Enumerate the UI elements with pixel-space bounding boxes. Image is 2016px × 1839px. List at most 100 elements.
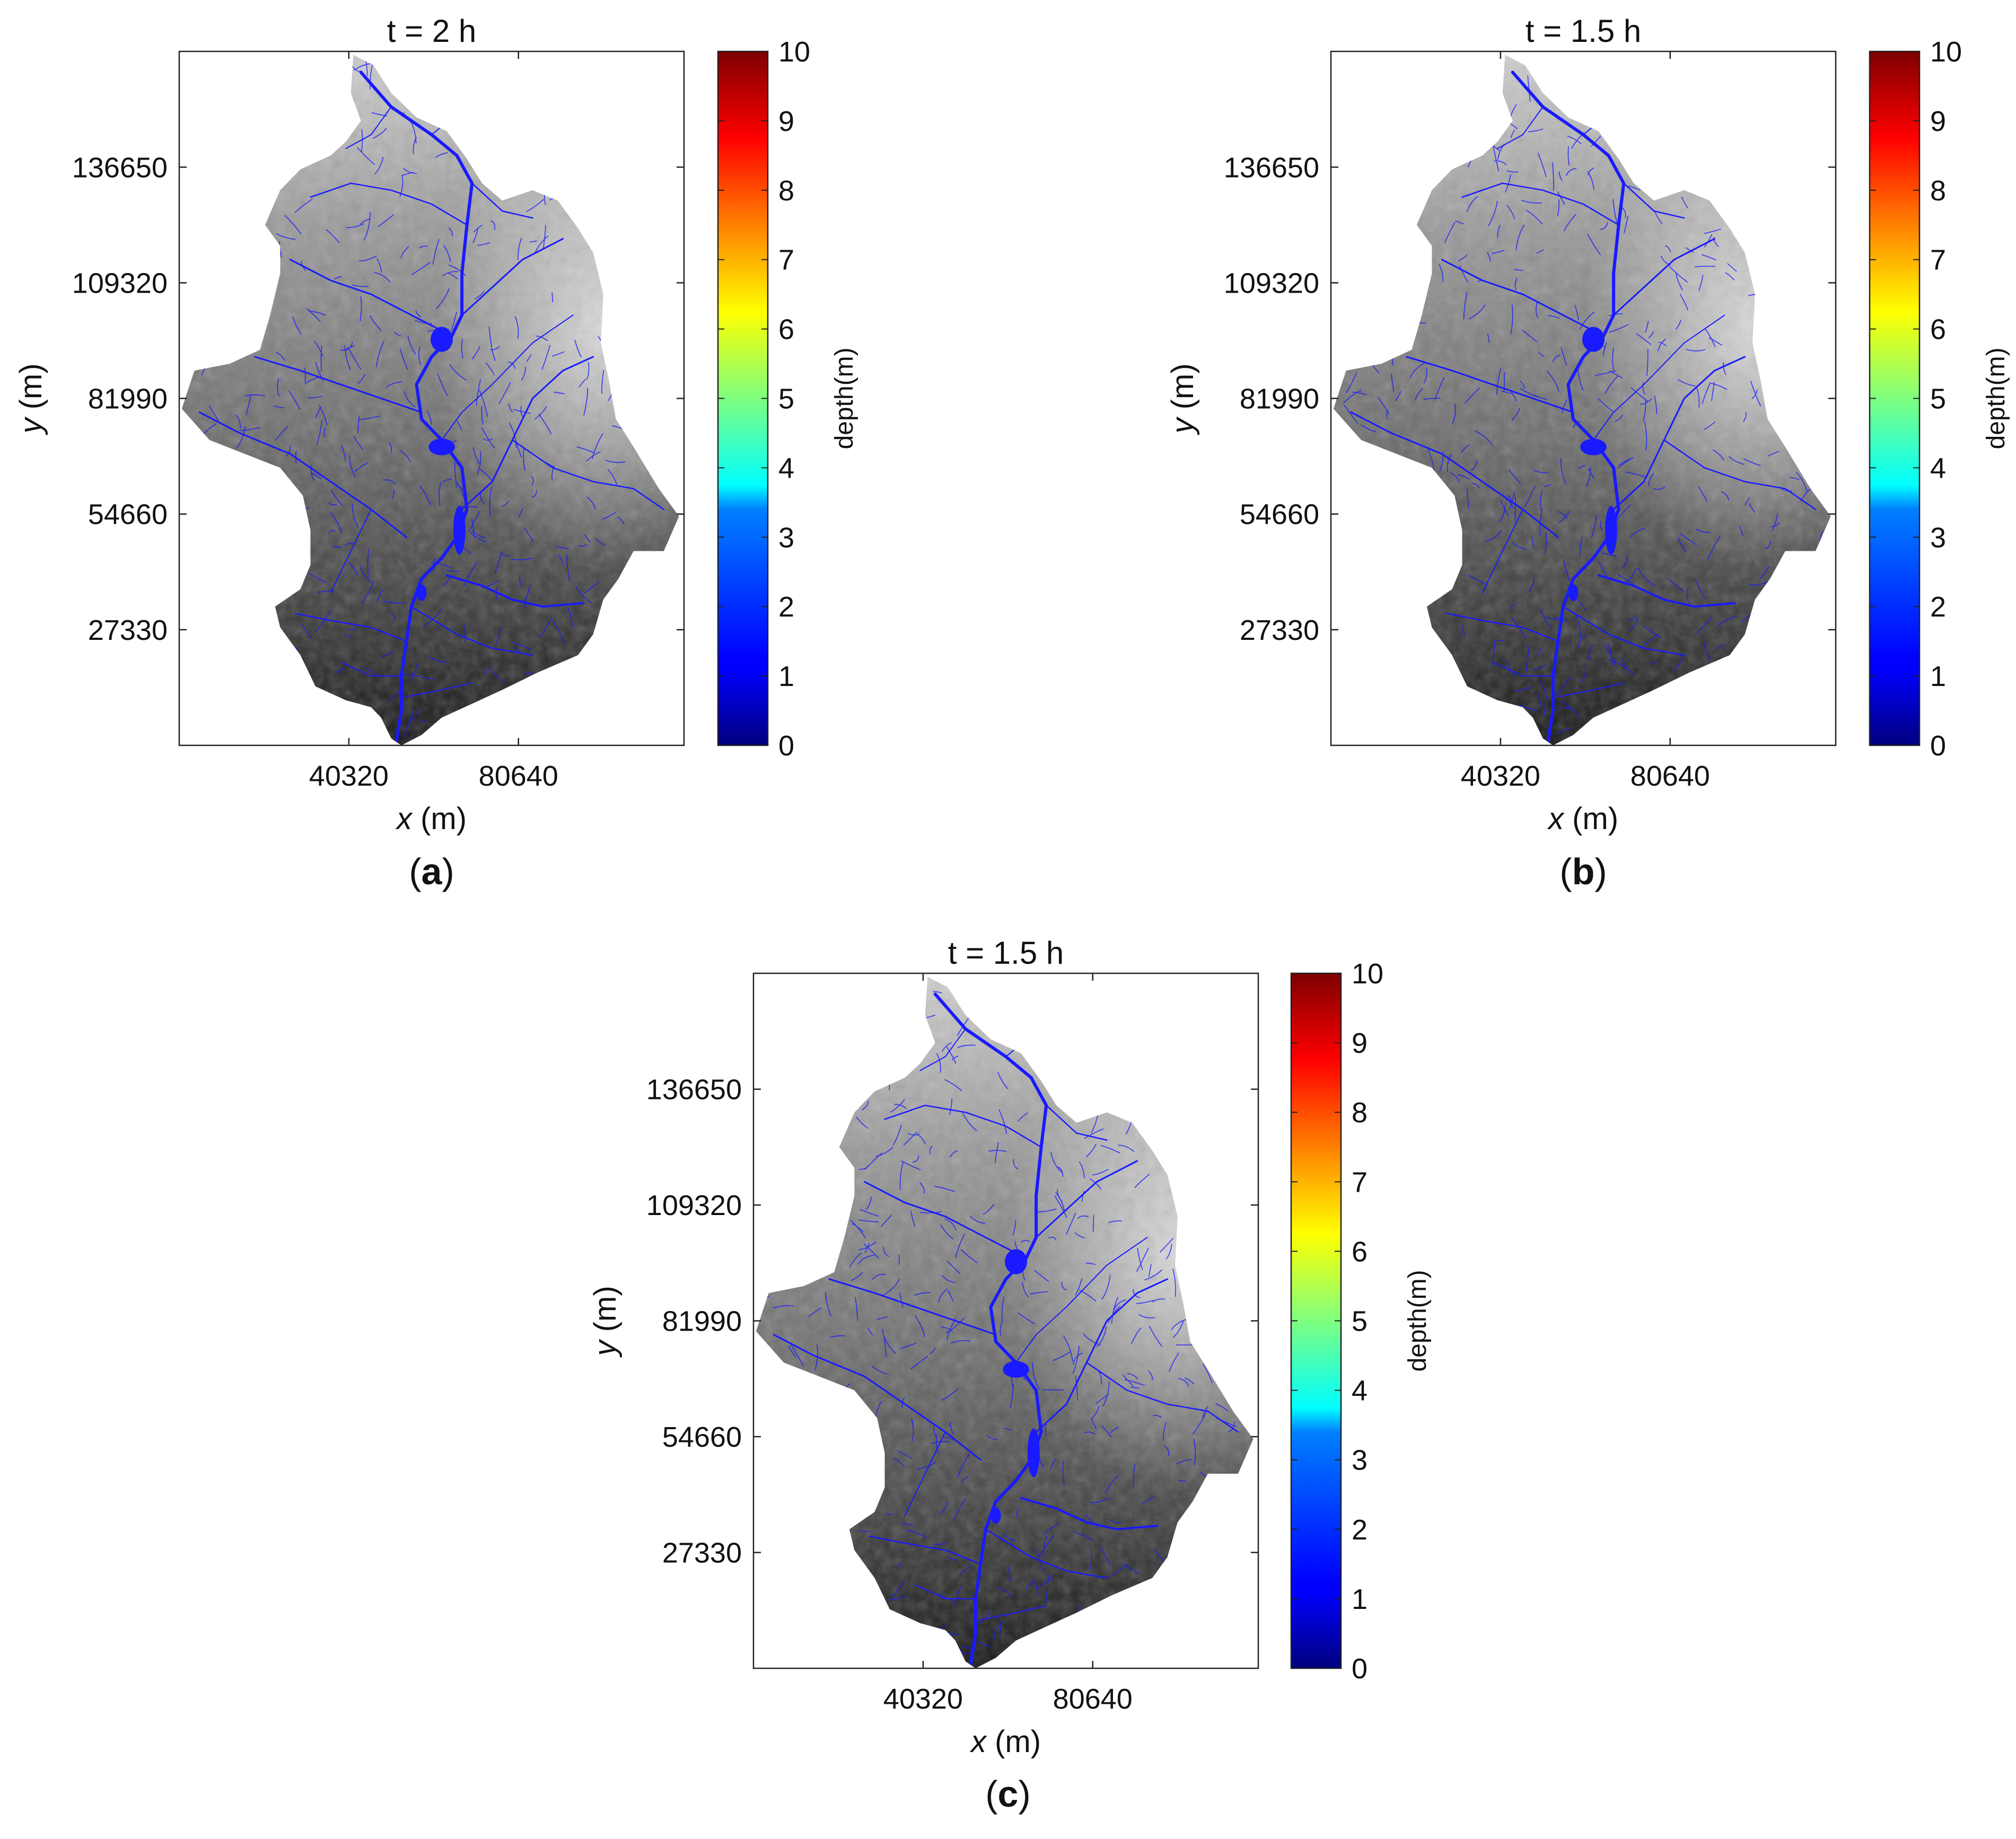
colorbar-tick-label: 0 [1352, 1653, 1368, 1685]
colorbar-tick-label: 8 [1352, 1097, 1368, 1129]
panel-title: t = 1.5 h [1526, 13, 1642, 49]
colorbar-tick-label: 3 [1930, 522, 1946, 553]
river-channel [773, 1334, 981, 1461]
colorbar-tick-label: 3 [778, 522, 794, 553]
colorbar-tick-label: 0 [1930, 730, 1946, 762]
y-tick-label: 54660 [1240, 499, 1319, 531]
river-network [773, 992, 1239, 1667]
colorbar-label: depth(m) [830, 347, 858, 449]
river-channel [1015, 1237, 1148, 1363]
colorbar-tick-label: 1 [778, 661, 794, 692]
river-channel [340, 661, 402, 677]
river-channel [1511, 71, 1626, 744]
river-channel [441, 314, 574, 441]
river-channel [1597, 574, 1736, 608]
colorbar-tick-label: 7 [778, 244, 794, 276]
y-tick-label: 136650 [72, 152, 168, 183]
river-channel [1020, 1497, 1159, 1530]
river-channel [461, 237, 564, 316]
y-tick-label: 81990 [662, 1306, 742, 1338]
colorbar-tick-label: 5 [778, 383, 794, 415]
colorbar-tick-label: 3 [1352, 1445, 1368, 1476]
river-channel [1562, 605, 1685, 656]
colorbar-tick-label: 1 [1352, 1583, 1368, 1615]
panel-caption: (c) [985, 1773, 1031, 1815]
colorbar-tick-label: 2 [778, 591, 794, 623]
water-pool [1582, 327, 1605, 352]
colorbar-gradient [1290, 972, 1342, 1669]
panel-title: t = 1.5 h [948, 935, 1064, 971]
colorbar-tick-label: 0 [778, 730, 794, 762]
x-axis-label: x (m) [395, 802, 467, 836]
river-channel [198, 411, 407, 538]
river-channel [1482, 508, 1523, 593]
x-tick-label: 80640 [1053, 1683, 1133, 1715]
terrain-image [1333, 55, 1831, 745]
colorbar-tick-label: 9 [778, 105, 794, 137]
x-axis-label: x (m) [969, 1724, 1041, 1759]
colorbar-tick-label: 4 [778, 452, 794, 484]
panel-caption: (a) [409, 851, 454, 892]
colorbar-tick-label: 2 [1352, 1514, 1368, 1546]
y-tick-label: 136650 [1224, 152, 1319, 183]
tributaries [201, 59, 626, 738]
colorbar-tick-label: 4 [1930, 452, 1946, 484]
y-tick-label: 54660 [662, 1421, 742, 1453]
river-channel [1446, 613, 1559, 642]
river-channel [869, 1535, 981, 1565]
water-pool [1027, 1428, 1040, 1477]
y-tick-label: 81990 [88, 383, 168, 415]
river-channel [980, 1605, 1047, 1621]
colorbar-tick-label: 8 [1930, 175, 1946, 207]
y-tick-label: 81990 [1240, 383, 1319, 415]
water-pool [1605, 506, 1617, 555]
river-channel [1035, 1160, 1138, 1238]
river-channel [1557, 682, 1625, 698]
river-channel [1612, 237, 1715, 316]
x-tick-label: 80640 [479, 760, 558, 792]
y-tick-label: 54660 [88, 499, 168, 531]
colorbar-tick-label: 7 [1930, 244, 1946, 276]
river-channel [1593, 314, 1725, 441]
river-channel [1045, 1104, 1108, 1141]
water-pool [991, 1507, 1001, 1524]
river-channel [933, 992, 1048, 1667]
colorbar-tick-label: 2 [1930, 591, 1946, 623]
panel-title: t = 2 h [387, 13, 476, 49]
colorbar: 0 1 2 3 4 5 6 7 8 9 10 depth(m) [717, 36, 858, 762]
river-channel [904, 1431, 946, 1516]
river-channel [1663, 439, 1817, 511]
colorbar-gradient [717, 50, 769, 746]
river-channel [1406, 356, 1574, 413]
x-tick-label: 40320 [309, 760, 389, 792]
river-channel [310, 182, 468, 226]
river-channel [410, 605, 533, 656]
colorbar-tick-label: 6 [778, 314, 794, 346]
colorbar-label: depth(m) [1982, 347, 2010, 449]
colorbar-gradient [1869, 50, 1921, 746]
river-channel [512, 439, 665, 511]
y-axis-label: y (m) [14, 363, 48, 435]
river-channel [985, 1528, 1108, 1579]
river-channel [345, 106, 392, 149]
water-pool [1568, 584, 1579, 601]
river-channel [1441, 259, 1605, 337]
colorbar-tick-label: 6 [1930, 314, 1946, 346]
y-tick-label: 27330 [662, 1537, 742, 1569]
water-pool [1005, 1249, 1027, 1274]
colorbar-tick-label: 10 [1930, 36, 1962, 68]
colorbar: 0 1 2 3 4 5 6 7 8 9 10 depth(m) [1869, 36, 2010, 762]
river-network [198, 71, 665, 744]
colorbar: 0 1 2 3 4 5 6 7 8 9 10 depth(m) [1290, 958, 1432, 1685]
colorbar-tick-label: 10 [778, 36, 810, 68]
river-channel [1035, 1278, 1169, 1433]
river-channel [471, 182, 533, 219]
river-channel [1350, 411, 1559, 538]
river-channel [445, 574, 584, 608]
river-channel [461, 356, 594, 511]
river-channel [330, 508, 372, 593]
